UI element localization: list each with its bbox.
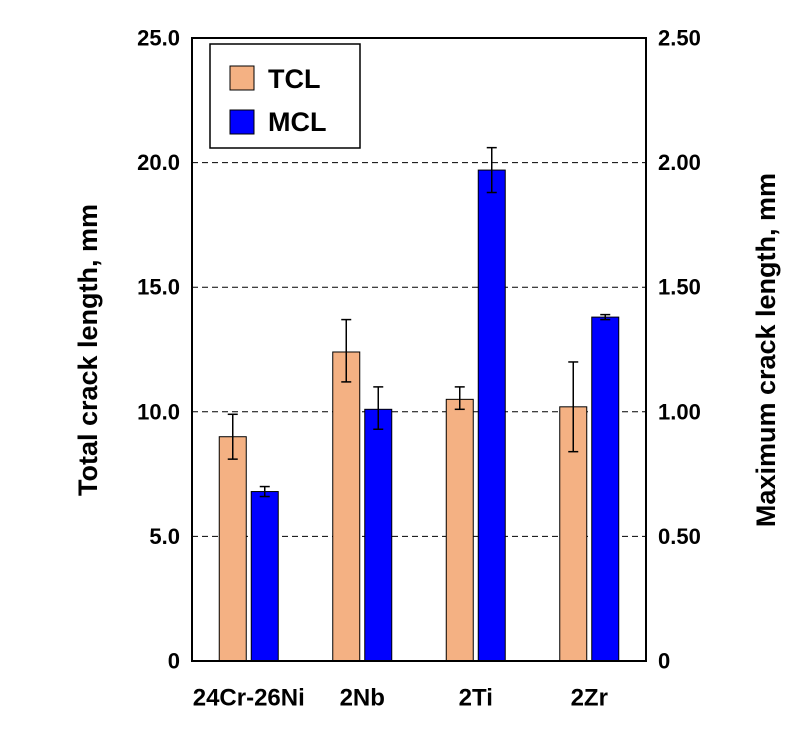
error-bar-mcl xyxy=(373,386,384,430)
y-axis-right-label: Maximum crack length, mm xyxy=(751,173,781,527)
error-bar-tcl xyxy=(341,318,352,383)
legend-label-mcl: MCL xyxy=(268,107,326,137)
left-axis-ticks: 0 5.0 10.0 15.0 20.0 25.0 xyxy=(137,26,180,674)
plot-frame xyxy=(191,37,647,662)
right-tick-label: 2.00 xyxy=(658,150,701,175)
right-tick-label: 0.50 xyxy=(658,524,701,549)
y-axis-left-label: Total crack length, mm xyxy=(73,204,103,496)
right-tick-label: 2.50 xyxy=(658,26,701,51)
legend-swatch-tcl xyxy=(229,65,255,91)
bar-tcl xyxy=(445,398,474,662)
error-bar-tcl xyxy=(227,413,238,460)
category-label: 24Cr-26Ni xyxy=(193,685,305,712)
bar-mcl xyxy=(364,408,393,662)
error-bar-mcl xyxy=(600,313,611,321)
legend-label-tcl: TCL xyxy=(268,64,320,94)
bar-mcl xyxy=(591,316,620,662)
left-tick-label: 15.0 xyxy=(137,275,180,300)
right-axis-ticks: 0 0.50 1.00 1.50 2.00 2.50 xyxy=(658,26,701,674)
right-tick-label: 1.00 xyxy=(658,399,701,424)
error-bar-tcl xyxy=(568,361,579,453)
legend-swatch-mcl xyxy=(229,109,255,135)
right-tick-label: 0 xyxy=(658,649,670,674)
left-tick-label: 25.0 xyxy=(137,26,180,51)
left-tick-label: 0 xyxy=(168,649,180,674)
category-label: 2Nb xyxy=(340,685,385,712)
bar-mcl xyxy=(250,491,279,662)
category-labels: 24Cr-26Ni 2Nb 2Ti 2Zr xyxy=(193,685,608,712)
left-tick-label: 20.0 xyxy=(137,150,180,175)
error-bar-tcl xyxy=(454,386,465,411)
left-tick-label: 10.0 xyxy=(137,399,180,424)
category-label: 2Ti xyxy=(459,685,493,712)
category-label: 2Zr xyxy=(571,685,608,712)
error-bar-mcl xyxy=(259,485,270,498)
left-tick-label: 5.0 xyxy=(149,524,180,549)
bar-tcl xyxy=(332,351,361,662)
bar-tcl xyxy=(218,436,247,662)
error-bar-mcl xyxy=(486,146,497,194)
legend: TCL MCL xyxy=(209,43,361,149)
right-tick-label: 1.50 xyxy=(658,275,701,300)
error-bars xyxy=(227,146,611,498)
bars xyxy=(218,169,620,662)
bar-mcl xyxy=(477,169,506,662)
